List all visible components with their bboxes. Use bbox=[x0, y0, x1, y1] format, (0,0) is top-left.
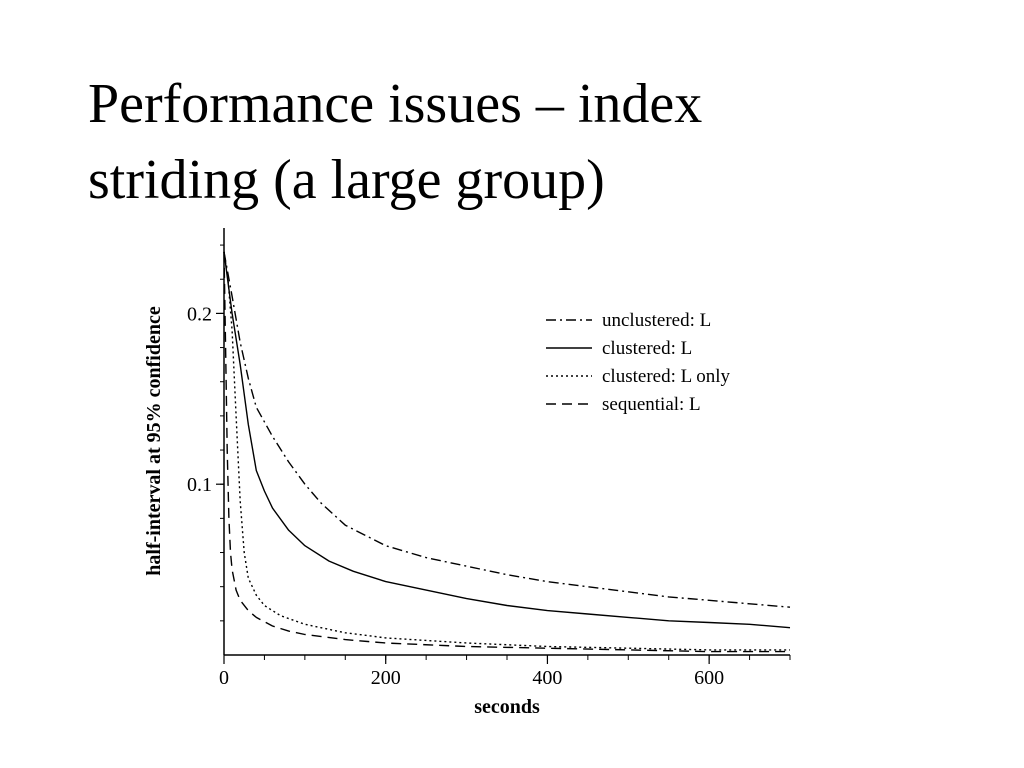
series-line-1 bbox=[223, 251, 791, 608]
x-tick-label: 200 bbox=[371, 667, 401, 689]
legend-label: clustered: L only bbox=[602, 366, 731, 387]
legend-label: sequential: L bbox=[602, 394, 701, 415]
series-line-3 bbox=[223, 251, 790, 651]
legend-label: clustered: L bbox=[602, 338, 692, 359]
x-tick-label: 600 bbox=[694, 667, 724, 689]
series-line-2 bbox=[223, 251, 791, 629]
series-layer bbox=[223, 251, 791, 653]
slide-title-line-1: Performance issues – index bbox=[88, 73, 703, 135]
y-tick-label: 0.1 bbox=[187, 474, 212, 496]
slide-title: Performance issues – index striding (a l… bbox=[88, 66, 702, 218]
y-tick-label: 0.2 bbox=[187, 303, 212, 325]
legend-label: unclustered: L bbox=[602, 310, 711, 331]
x-axis-title: seconds bbox=[474, 696, 540, 718]
slide-title-line-2: striding (a large group) bbox=[88, 149, 605, 211]
y-axis-title: half-interval at 95% confidence bbox=[143, 306, 165, 576]
x-tick-label: 400 bbox=[532, 667, 562, 689]
legend: unclustered: L clustered: L clustered: L o… bbox=[546, 310, 731, 415]
plot-frame bbox=[223, 228, 790, 656]
series-line-4 bbox=[223, 251, 790, 653]
axis-ticks: 0 200 400 600 0.1 0.2 bbox=[187, 244, 791, 689]
x-tick-label: 0 bbox=[219, 667, 229, 689]
